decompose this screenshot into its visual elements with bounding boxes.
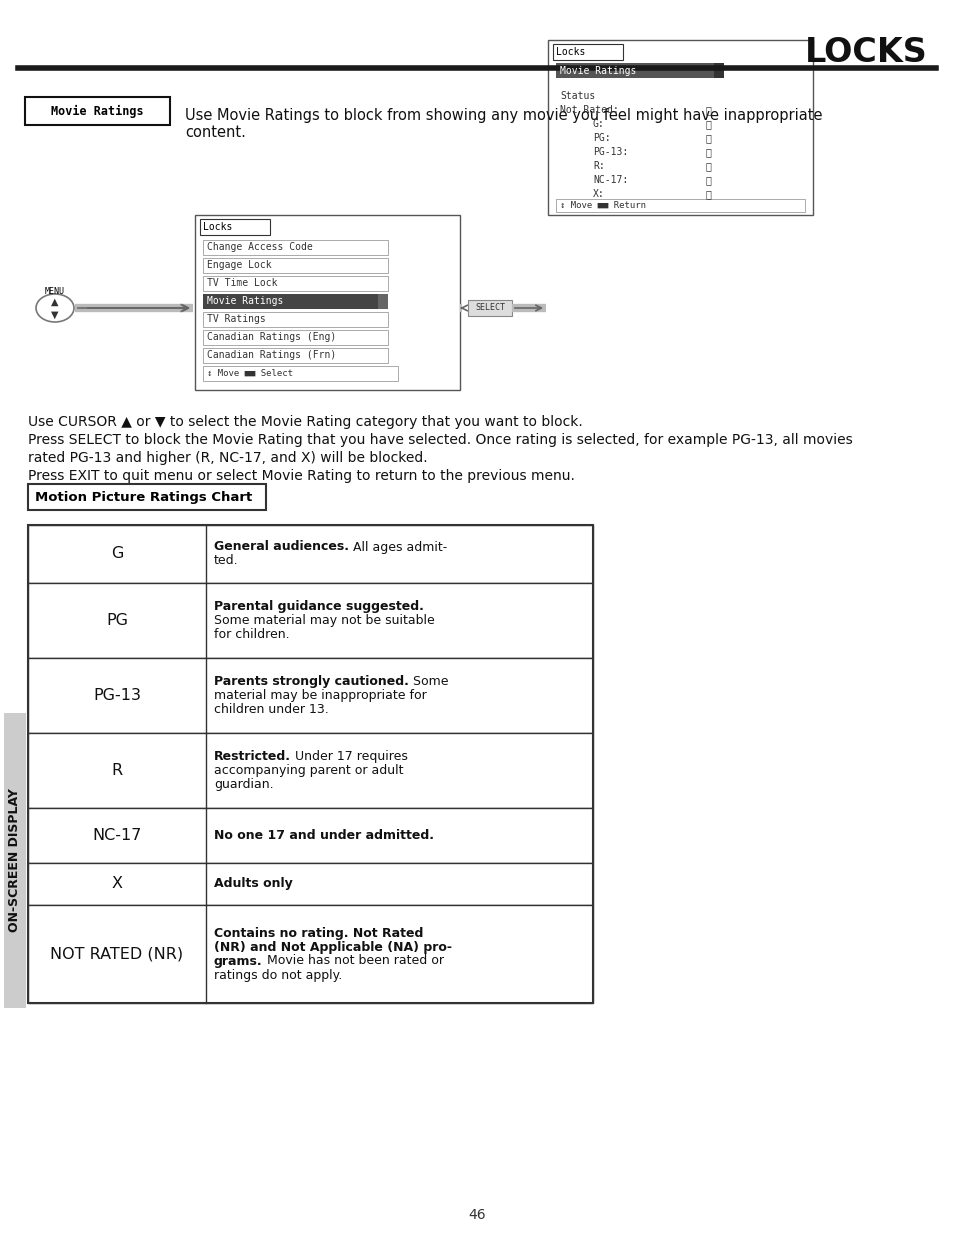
Text: Some material may not be suitable: Some material may not be suitable: [213, 614, 435, 627]
Bar: [28, 658, 593, 734]
Text: NOT RATED (NR): NOT RATED (NR): [51, 946, 183, 962]
Bar: [203, 275, 388, 291]
Text: R:: R:: [593, 161, 604, 170]
Text: Canadian Ratings (Eng): Canadian Ratings (Eng): [207, 332, 335, 342]
Text: Status: Status: [559, 91, 595, 101]
Text: Press SELECT to block the Movie Rating that you have selected. Once rating is se: Press SELECT to block the Movie Rating t…: [28, 433, 852, 447]
Text: Engage Lock: Engage Lock: [207, 261, 272, 270]
Text: accompanying parent or adult: accompanying parent or adult: [213, 764, 403, 777]
Bar: [203, 294, 377, 309]
Text: Locks: Locks: [203, 222, 233, 232]
Text: Some: Some: [409, 676, 448, 688]
Text: ⚿: ⚿: [705, 189, 711, 199]
Text: Parental guidance suggested.: Parental guidance suggested.: [213, 600, 423, 613]
Text: Parents strongly cautioned.: Parents strongly cautioned.: [213, 676, 409, 688]
Text: guardian.: guardian.: [213, 778, 274, 790]
Text: Movie Ratings: Movie Ratings: [51, 105, 143, 117]
Text: General audiences.: General audiences.: [213, 541, 349, 553]
Text: ⚿: ⚿: [705, 133, 711, 143]
Bar: [28, 808, 593, 863]
Text: LOCKS: LOCKS: [804, 36, 927, 68]
Text: Motion Picture Ratings Chart: Motion Picture Ratings Chart: [35, 490, 252, 504]
Text: Change Access Code: Change Access Code: [207, 242, 313, 252]
Text: Contains no rating. Not Rated: Contains no rating. Not Rated: [213, 926, 423, 940]
Text: Use CURSOR ▲ or ▼ to select the Movie Rating category that you want to block.: Use CURSOR ▲ or ▼ to select the Movie Ra…: [28, 415, 582, 429]
Text: PG: PG: [106, 613, 128, 629]
Bar: [28, 525, 593, 1003]
Text: children under 13.: children under 13.: [213, 703, 329, 716]
Text: X: X: [112, 877, 122, 892]
Text: Adults only: Adults only: [213, 878, 293, 890]
Bar: [203, 366, 397, 382]
Bar: [203, 240, 388, 254]
Text: ▼: ▼: [51, 310, 59, 320]
Text: Under 17 requires: Under 17 requires: [291, 750, 408, 763]
Text: All ages admit-: All ages admit-: [349, 541, 447, 553]
Text: G:: G:: [593, 119, 604, 128]
Text: Press EXIT to quit menu or select Movie Rating to return to the previous menu.: Press EXIT to quit menu or select Movie …: [28, 469, 575, 483]
Text: rated PG-13 and higher (R, NC-17, and X) will be blocked.: rated PG-13 and higher (R, NC-17, and X)…: [28, 451, 427, 466]
Bar: [203, 348, 388, 363]
Text: PG-13: PG-13: [92, 688, 141, 703]
Bar: [28, 484, 266, 510]
Text: ↕ Move ■■ Select: ↕ Move ■■ Select: [207, 369, 293, 378]
Text: material may be inappropriate for: material may be inappropriate for: [213, 689, 426, 701]
Bar: [200, 219, 270, 235]
Text: grams.: grams.: [213, 955, 262, 967]
Bar: [28, 525, 593, 583]
Bar: [28, 583, 593, 658]
Text: Not Rated:: Not Rated:: [559, 105, 618, 115]
Text: Movie has not been rated or: Movie has not been rated or: [262, 955, 443, 967]
Text: No one 17 and under admitted.: No one 17 and under admitted.: [213, 829, 434, 842]
Bar: [28, 734, 593, 808]
Text: PG-13:: PG-13:: [593, 147, 628, 157]
Text: X:: X:: [593, 189, 604, 199]
Text: Locks: Locks: [556, 47, 585, 57]
Bar: [556, 199, 804, 212]
Text: 46: 46: [468, 1208, 485, 1221]
Text: Movie Ratings: Movie Ratings: [207, 296, 283, 306]
Bar: [377, 294, 388, 309]
Text: MENU: MENU: [45, 288, 65, 296]
Bar: [556, 63, 713, 78]
Text: Restricted.: Restricted.: [213, 750, 291, 763]
Text: (NR) and Not Applicable (NA) pro-: (NR) and Not Applicable (NA) pro-: [213, 941, 452, 953]
Text: Movie Ratings: Movie Ratings: [559, 65, 636, 75]
Text: NC-17:: NC-17:: [593, 175, 628, 185]
Bar: [553, 44, 622, 61]
Bar: [547, 40, 812, 215]
Text: for children.: for children.: [213, 629, 290, 641]
Text: ratings do not apply.: ratings do not apply.: [213, 968, 342, 982]
Text: TV Ratings: TV Ratings: [207, 315, 266, 325]
Text: SELECT: SELECT: [475, 304, 504, 312]
Text: NC-17: NC-17: [92, 827, 142, 844]
Text: ⚿: ⚿: [705, 175, 711, 185]
Bar: [4, 713, 26, 1008]
Text: ted.: ted.: [213, 555, 238, 568]
Text: ON-SCREEN DISPLAY: ON-SCREEN DISPLAY: [9, 789, 22, 932]
Text: ⚿: ⚿: [705, 147, 711, 157]
Bar: [203, 330, 388, 345]
Bar: [28, 863, 593, 905]
Text: PG:: PG:: [593, 133, 610, 143]
Text: Use Movie Ratings to block from showing any movie you feel might have inappropri: Use Movie Ratings to block from showing …: [185, 107, 821, 124]
Bar: [713, 63, 723, 78]
Bar: [468, 300, 512, 316]
Text: ↕ Move ■■ Return: ↕ Move ■■ Return: [559, 201, 645, 210]
Text: content.: content.: [185, 125, 246, 140]
Text: ⚿: ⚿: [705, 161, 711, 170]
Bar: [203, 258, 388, 273]
Ellipse shape: [36, 294, 74, 322]
Text: Canadian Ratings (Frn): Canadian Ratings (Frn): [207, 351, 335, 361]
Text: G: G: [111, 547, 123, 562]
Text: TV Time Lock: TV Time Lock: [207, 279, 277, 289]
Bar: [194, 215, 459, 390]
Text: ▲: ▲: [51, 296, 59, 308]
Bar: [203, 312, 388, 327]
Text: ⚿: ⚿: [705, 105, 711, 115]
Bar: [25, 98, 170, 125]
Text: R: R: [112, 763, 122, 778]
Text: ⚿: ⚿: [705, 119, 711, 128]
Bar: [28, 905, 593, 1003]
